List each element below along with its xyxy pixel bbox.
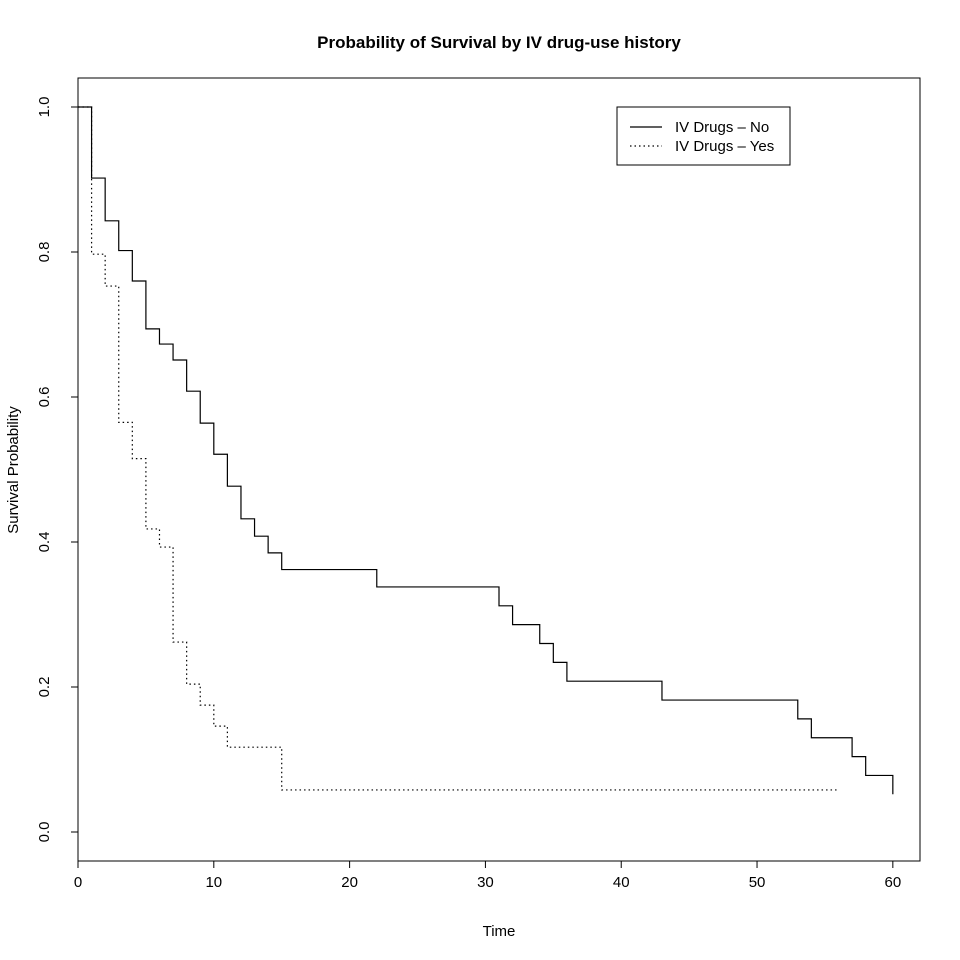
y-tick-label: 0.6 [36, 387, 53, 408]
x-tick-label: 20 [341, 874, 358, 891]
legend-label-yes: IV Drugs – Yes [675, 138, 774, 155]
x-tick-label: 40 [613, 874, 630, 891]
y-tick-label: 0.0 [36, 822, 53, 843]
x-axis: 0 10 20 30 40 50 60 [74, 861, 901, 891]
y-axis-label: Survival Probability [5, 406, 22, 534]
survival-curve-yes [78, 106, 839, 791]
x-tick-label: 50 [749, 874, 766, 891]
chart-title: Probability of Survival by IV drug-use h… [317, 33, 681, 52]
legend: IV Drugs – No IV Drugs – Yes [616, 106, 791, 166]
x-tick-label: 60 [884, 874, 901, 891]
legend-label-no: IV Drugs – No [675, 119, 769, 136]
legend-box [616, 106, 791, 166]
plot-frame [77, 77, 921, 862]
survival-curves [78, 106, 894, 795]
y-tick-label: 0.8 [36, 242, 53, 263]
x-tick-label: 0 [74, 874, 82, 891]
x-tick-label: 10 [205, 874, 222, 891]
y-tick-label: 1.0 [36, 97, 53, 118]
y-tick-label: 0.4 [36, 532, 53, 553]
y-axis: 0.0 0.2 0.4 0.6 0.8 1.0 [36, 97, 78, 843]
x-tick-label: 30 [477, 874, 494, 891]
x-axis-label: Time [483, 923, 516, 940]
y-tick-label: 0.2 [36, 677, 53, 698]
survival-curve-no [78, 106, 894, 795]
